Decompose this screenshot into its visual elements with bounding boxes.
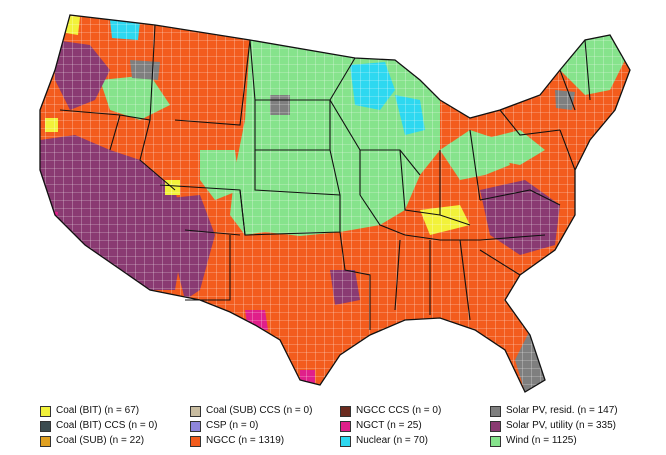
legend-item: Nuclear (n = 70) [340, 435, 428, 447]
legend-label: NGCT (n = 25) [356, 420, 422, 431]
legend-item: NGCC CCS (n = 0) [340, 405, 441, 417]
legend: Coal (BIT) (n = 67) Coal (BIT) CCS (n = 0… [40, 405, 640, 451]
legend-swatch [190, 435, 201, 447]
state-border [359, 194, 406, 236]
legend-item: Wind (n = 1125) [490, 435, 577, 447]
state-border [339, 231, 371, 330]
state-border [469, 129, 481, 201]
state-border [559, 129, 576, 171]
legend-swatch [490, 435, 501, 447]
legend-swatch [40, 420, 51, 432]
us-county-map [39, 14, 631, 393]
state-border [459, 239, 471, 321]
legend-item: Solar PV, resid. (n = 147) [490, 405, 618, 417]
legend-item: NGCC (n = 1319) [190, 435, 284, 447]
legend-swatch [490, 420, 501, 432]
state-border [479, 249, 521, 276]
legend-item: CSP (n = 0) [190, 420, 258, 432]
state-border [394, 239, 401, 311]
state-border [584, 39, 591, 101]
legend-swatch [190, 420, 201, 432]
legend-label: Solar PV, resid. (n = 147) [506, 405, 618, 416]
state-border [439, 150, 471, 226]
legend-swatch [40, 405, 51, 417]
state-border [139, 119, 176, 191]
legend-label: NGCC (n = 1319) [206, 435, 285, 446]
county-grid [40, 15, 630, 392]
state-border [184, 229, 241, 236]
state-border [109, 114, 121, 151]
state-border [499, 109, 561, 136]
state-border [254, 150, 341, 196]
legend-item: Solar PV, utility (n = 335) [490, 420, 616, 432]
state-border [559, 69, 576, 111]
state-border [249, 39, 356, 101]
legend-label: Coal (BIT) CCS (n = 0) [56, 420, 158, 431]
legend-item: Coal (BIT) (n = 67) [40, 405, 139, 417]
legend-swatch [40, 435, 51, 447]
legend-label: Coal (SUB) (n = 22) [56, 435, 145, 446]
legend-swatch [490, 405, 501, 417]
state-border [479, 189, 561, 206]
state-border [59, 24, 156, 121]
legend-swatch [340, 435, 351, 447]
state-border [254, 100, 331, 151]
legend-label: Coal (BIT) (n = 67) [56, 405, 140, 416]
legend-label: Wind (n = 1125) [506, 435, 577, 446]
legend-item: NGCT (n = 25) [340, 420, 422, 432]
legend-swatch [340, 405, 351, 417]
legend-swatch [340, 420, 351, 432]
legend-swatch [190, 405, 201, 417]
legend-item: Coal (SUB) CCS (n = 0) [190, 405, 312, 417]
legend-label: Coal (SUB) CCS (n = 0) [206, 405, 313, 416]
legend-item: Coal (BIT) CCS (n = 0) [40, 420, 157, 432]
legend-item: Coal (SUB) (n = 22) [40, 435, 144, 447]
state-border [399, 149, 441, 216]
legend-label: Nuclear (n = 70) [356, 435, 428, 446]
state-border [174, 39, 251, 126]
legend-label: CSP (n = 0) [206, 420, 259, 431]
legend-label: Solar PV, utility (n = 335) [506, 420, 616, 431]
legend-label: NGCC CCS (n = 0) [356, 405, 442, 416]
